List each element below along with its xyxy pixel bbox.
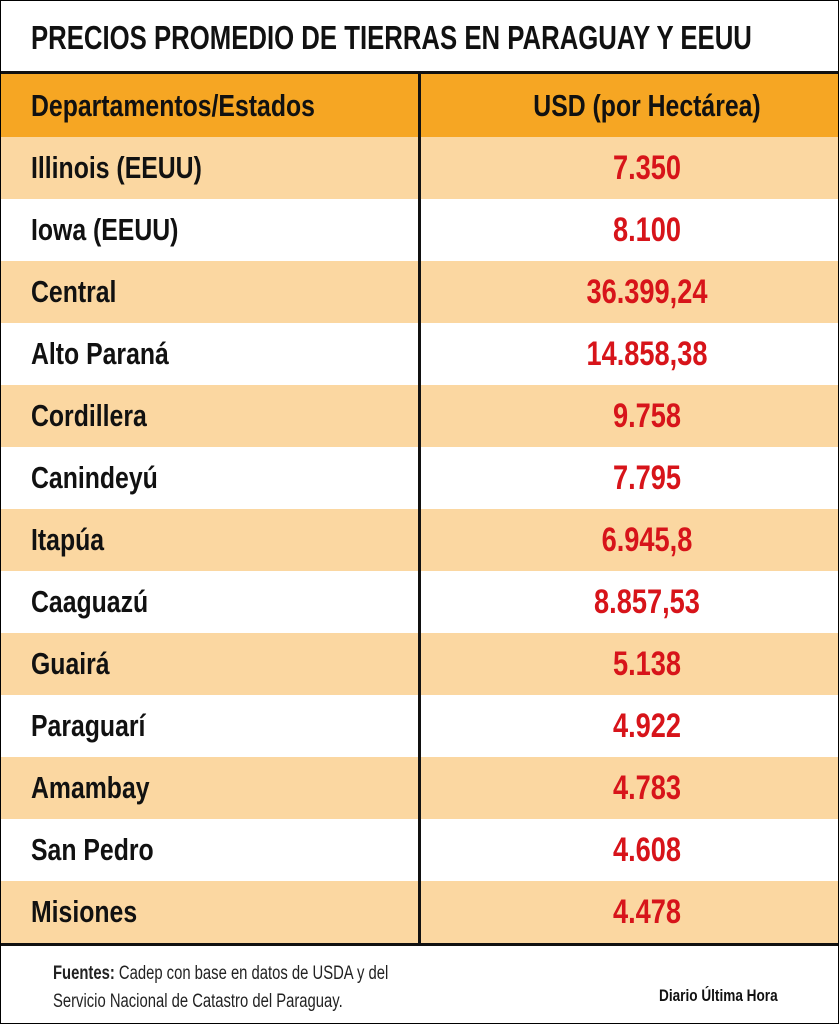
table-row: Paraguarí 4.922	[1, 695, 838, 757]
source-label: Fuentes:	[53, 963, 115, 984]
price-value: 14.858,38	[586, 335, 708, 373]
region-name: Illinois (EEUU)	[31, 150, 202, 185]
source-text: Cadep con base en datos de USDA y del Se…	[53, 963, 389, 1012]
price-value: 6.945,8	[601, 521, 693, 559]
region-name: Iowa (EEUU)	[31, 212, 179, 247]
region-name: Canindeyú	[31, 460, 158, 495]
title-bar: PRECIOS PROMEDIO DE TIERRAS EN PARAGUAY …	[1, 1, 838, 74]
table-row: San Pedro 4.608	[1, 819, 838, 881]
region-name: Caaguazú	[31, 584, 149, 619]
region-name: Misiones	[31, 894, 138, 929]
price-value: 5.138	[612, 645, 682, 683]
price-value: 7.795	[612, 459, 682, 497]
table-row: Alto Paraná 14.858,38	[1, 323, 838, 385]
region-name: Alto Paraná	[31, 336, 169, 371]
price-value: 9.758	[612, 397, 682, 435]
price-value: 4.478	[612, 893, 682, 931]
column-divider	[418, 74, 421, 943]
region-name: Guairá	[31, 646, 110, 681]
footer: Fuentes: Cadep con base en datos de USDA…	[1, 943, 838, 1023]
table-row: Canindeyú 7.795	[1, 447, 838, 509]
region-name: Central	[31, 274, 117, 309]
price-value: 8.857,53	[594, 583, 700, 621]
credit: Diario Última Hora	[659, 986, 778, 1005]
price-value: 4.783	[612, 769, 682, 807]
table-row: Iowa (EEUU) 8.100	[1, 199, 838, 261]
table-row: Caaguazú 8.857,53	[1, 571, 838, 633]
region-name: San Pedro	[31, 832, 154, 867]
price-value: 36.399,24	[586, 273, 708, 311]
price-value: 4.608	[612, 831, 682, 869]
region-name: Amambay	[31, 770, 150, 805]
price-value: 4.922	[612, 707, 682, 745]
region-name: Paraguarí	[31, 708, 146, 743]
title: PRECIOS PROMEDIO DE TIERRAS EN PARAGUAY …	[31, 19, 752, 56]
column-header: Departamentos/Estados	[31, 88, 315, 123]
region-name: Cordillera	[31, 398, 147, 433]
price-value: 7.350	[612, 149, 682, 187]
region-name: Itapúa	[31, 522, 105, 557]
column-header: USD (por Hectárea)	[533, 88, 761, 123]
source: Fuentes: Cadep con base en datos de USDA…	[53, 960, 420, 1016]
price-value: 8.100	[612, 211, 682, 249]
